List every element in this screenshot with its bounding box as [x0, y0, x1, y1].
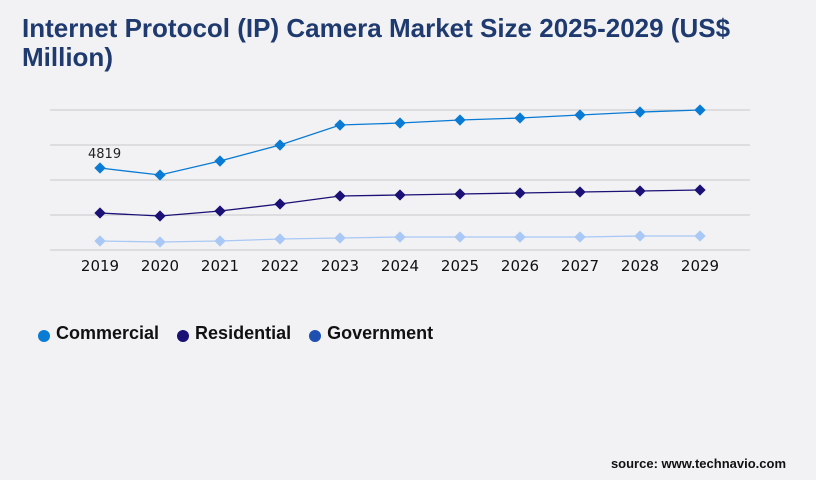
data-point-residential	[154, 210, 166, 222]
data-point-commercial	[574, 109, 586, 121]
data-point-residential	[574, 186, 586, 198]
data-point-commercial	[514, 112, 526, 124]
data-point-government	[274, 233, 286, 245]
data-point-government	[154, 236, 166, 248]
x-tick-label: 2027	[561, 257, 599, 275]
x-tick-label: 2023	[321, 257, 359, 275]
x-tick-label: 2021	[201, 257, 239, 275]
data-point-residential	[394, 189, 406, 201]
data-point-government	[454, 231, 466, 243]
data-point-residential	[694, 184, 706, 196]
data-point-government	[214, 235, 226, 247]
data-point-commercial	[94, 162, 106, 174]
data-point-residential	[274, 198, 286, 210]
data-point-commercial	[454, 114, 466, 126]
x-tick-label: 2025	[441, 257, 479, 275]
legend-label: Commercial	[56, 323, 160, 343]
data-point-residential	[94, 207, 106, 219]
data-point-government	[694, 230, 706, 242]
x-tick-label: 2022	[261, 257, 299, 275]
legend-label: Government	[327, 323, 434, 343]
data-point-residential	[334, 190, 346, 202]
legend-item-commercial: Commercial	[38, 323, 159, 344]
data-point-residential	[454, 188, 466, 200]
data-point-government	[574, 231, 586, 243]
data-point-commercial	[274, 139, 286, 151]
legend-label: Residential	[195, 323, 292, 343]
x-tick-label: 2020	[141, 257, 179, 275]
data-point-government	[394, 231, 406, 243]
legend-item-residential: Residential	[177, 323, 291, 344]
data-point-residential	[214, 205, 226, 217]
data-point-commercial	[694, 104, 706, 116]
source-text: source: www.technavio.com	[610, 456, 786, 471]
legend-item-government: Government	[309, 323, 433, 344]
data-point-residential	[514, 187, 526, 199]
legend-marker-icon	[177, 329, 190, 342]
data-point-government	[634, 230, 646, 242]
x-tick-label: 2026	[501, 257, 539, 275]
legend-marker-icon	[38, 329, 50, 342]
data-point-government	[334, 232, 346, 244]
data-label: 4819	[88, 147, 121, 162]
legend: Commercial Residential Government	[38, 323, 433, 344]
x-tick-label: 2024	[381, 257, 419, 275]
legend-marker-icon	[309, 329, 322, 342]
data-point-commercial	[154, 169, 166, 181]
data-point-commercial	[214, 155, 226, 167]
x-tick-label: 2029	[681, 257, 719, 275]
x-tick-label: 2019	[81, 257, 119, 275]
chart-title: Internet Protocol (IP) Camera Market Siz…	[22, 13, 731, 72]
x-tick-label: 2028	[621, 257, 659, 275]
data-point-commercial	[334, 119, 346, 131]
line-chart: 2019 2020 2021 2022 2023 2024 2025 2026 2027 2028…	[50, 104, 750, 275]
data-point-residential	[634, 185, 646, 197]
data-point-government	[514, 231, 526, 243]
data-point-government	[94, 235, 106, 247]
data-point-commercial	[634, 106, 646, 118]
data-point-commercial	[394, 117, 406, 129]
